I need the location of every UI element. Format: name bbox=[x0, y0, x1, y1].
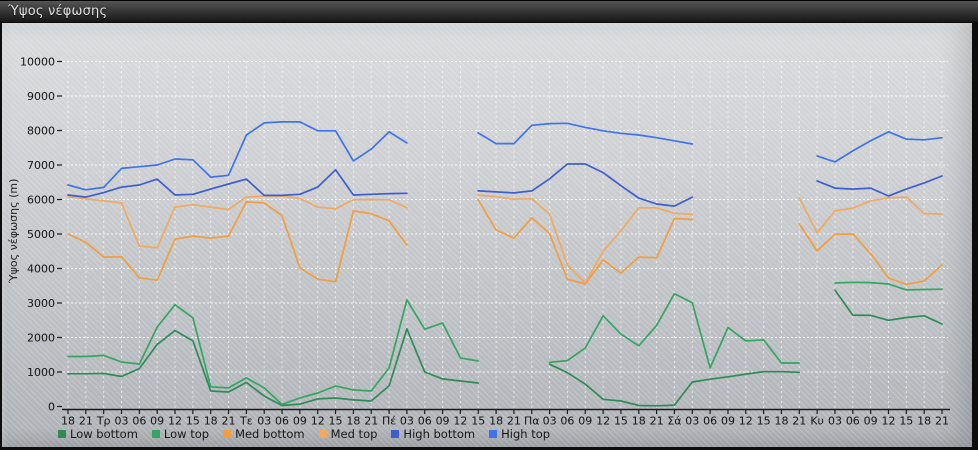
svg-text:09: 09 bbox=[293, 415, 307, 428]
legend-item-med-top: Med top bbox=[318, 426, 378, 441]
svg-text:18: 18 bbox=[632, 415, 646, 428]
legend-item-low-bottom: Low bottom bbox=[58, 427, 138, 441]
legend-label: Low bottom bbox=[70, 426, 138, 441]
svg-text:06: 06 bbox=[275, 415, 289, 428]
svg-text:18: 18 bbox=[346, 415, 360, 428]
svg-text:21: 21 bbox=[222, 415, 236, 428]
svg-text:Σά: Σά bbox=[667, 415, 681, 428]
svg-text:06: 06 bbox=[560, 415, 574, 428]
svg-text:21: 21 bbox=[79, 415, 93, 428]
svg-text:06: 06 bbox=[132, 415, 146, 428]
svg-text:9000: 9000 bbox=[27, 90, 55, 103]
svg-text:3000: 3000 bbox=[27, 297, 55, 310]
svg-text:21: 21 bbox=[650, 415, 664, 428]
svg-text:5000: 5000 bbox=[27, 228, 55, 241]
svg-text:12: 12 bbox=[739, 415, 753, 428]
svg-text:15: 15 bbox=[614, 415, 628, 428]
legend-swatch-high-bottom-icon bbox=[391, 429, 400, 438]
svg-text:03: 03 bbox=[685, 415, 699, 428]
legend-item-high-top: High top bbox=[489, 427, 550, 441]
svg-text:21: 21 bbox=[507, 415, 521, 428]
svg-text:09: 09 bbox=[150, 415, 164, 428]
legend-item-med-bottom: Med bottom bbox=[223, 427, 305, 441]
legend-swatch-med-top-icon bbox=[318, 429, 327, 438]
legend-label: Low top bbox=[163, 426, 210, 441]
svg-text:15: 15 bbox=[329, 415, 343, 428]
svg-text:15: 15 bbox=[757, 415, 771, 428]
svg-text:18: 18 bbox=[917, 415, 931, 428]
svg-text:09: 09 bbox=[721, 415, 735, 428]
svg-text:18: 18 bbox=[489, 415, 503, 428]
svg-text:12: 12 bbox=[168, 415, 182, 428]
svg-text:15: 15 bbox=[186, 415, 200, 428]
title-bar[interactable]: Ύψος νέφωσης bbox=[0, 0, 978, 23]
svg-text:06: 06 bbox=[703, 415, 717, 428]
window-title: Ύψος νέφωσης bbox=[8, 4, 108, 19]
legend-swatch-low-bottom-icon bbox=[58, 429, 66, 438]
svg-text:03: 03 bbox=[257, 415, 271, 428]
svg-text:2000: 2000 bbox=[27, 332, 55, 345]
svg-text:09: 09 bbox=[436, 415, 450, 428]
legend-label: Med top bbox=[330, 426, 378, 441]
svg-text:21: 21 bbox=[364, 415, 378, 428]
svg-text:06: 06 bbox=[846, 415, 860, 428]
svg-text:18: 18 bbox=[61, 415, 75, 428]
svg-text:Τρ: Τρ bbox=[96, 415, 111, 428]
svg-text:6000: 6000 bbox=[27, 194, 55, 207]
chart-plot: 18 21 Τρ 03 06 09 12 15 18 21 Τε 03 06 09 12 15 18 21 Πέ 03… bbox=[20, 56, 950, 428]
svg-text:09: 09 bbox=[864, 415, 878, 428]
svg-text:06: 06 bbox=[418, 415, 432, 428]
svg-text:18: 18 bbox=[774, 415, 788, 428]
svg-text:03: 03 bbox=[828, 415, 842, 428]
svg-text:12: 12 bbox=[311, 415, 325, 428]
svg-text:7000: 7000 bbox=[27, 159, 55, 172]
svg-text:Πα: Πα bbox=[524, 415, 540, 428]
legend-swatch-low-top-icon bbox=[151, 429, 160, 438]
legend-label: High top bbox=[501, 426, 551, 441]
legend-item-high-bottom: High bottom bbox=[391, 427, 475, 441]
legend-label: Med bottom bbox=[235, 426, 305, 441]
svg-text:15: 15 bbox=[471, 415, 485, 428]
svg-text:03: 03 bbox=[115, 415, 129, 428]
svg-text:12: 12 bbox=[596, 415, 610, 428]
y-axis-title: Ύψος νέφωσης (m) bbox=[7, 178, 20, 284]
svg-text:03: 03 bbox=[400, 415, 414, 428]
svg-text:15: 15 bbox=[899, 415, 913, 428]
svg-text:Πέ: Πέ bbox=[382, 415, 396, 428]
chart-area: 18 21 Τρ 03 06 09 12 15 18 21 Τε 03 06 09 12 15 18 21 Πέ 03… bbox=[2, 23, 972, 447]
svg-text:18: 18 bbox=[204, 415, 218, 428]
svg-text:12: 12 bbox=[881, 415, 895, 428]
svg-text:Τε: Τε bbox=[239, 415, 253, 428]
svg-text:21: 21 bbox=[792, 415, 806, 428]
svg-text:12: 12 bbox=[453, 415, 467, 428]
svg-text:10000: 10000 bbox=[20, 56, 55, 69]
svg-text:1000: 1000 bbox=[27, 366, 55, 379]
legend-label: High bottom bbox=[403, 426, 476, 441]
svg-text:21: 21 bbox=[935, 415, 949, 428]
legend-item-low-top: Low top bbox=[151, 426, 210, 441]
svg-text:0: 0 bbox=[48, 401, 55, 414]
svg-text:09: 09 bbox=[578, 415, 592, 428]
legend-swatch-med-bottom-icon bbox=[223, 429, 232, 438]
legend: Low bottom Low top Med bottom Med top Hi… bbox=[58, 426, 550, 441]
svg-text:03: 03 bbox=[543, 415, 557, 428]
svg-text:Κυ: Κυ bbox=[810, 415, 824, 428]
svg-text:8000: 8000 bbox=[27, 125, 55, 138]
legend-swatch-high-top-icon bbox=[489, 429, 498, 438]
svg-text:4000: 4000 bbox=[27, 263, 55, 276]
